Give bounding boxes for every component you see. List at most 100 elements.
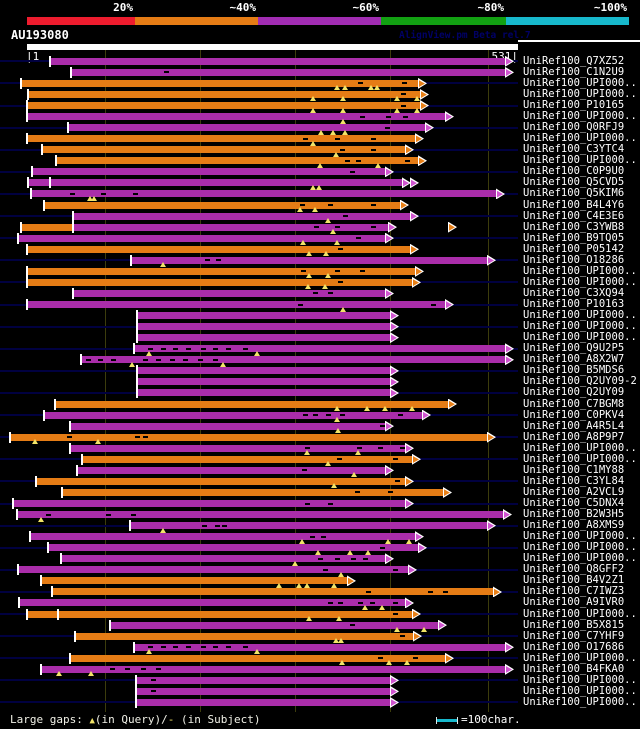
hit-label[interactable]: UniRef100_C7IWZ3 bbox=[523, 585, 625, 598]
hit-label[interactable]: UniRef100_B4V2Z1 bbox=[523, 574, 625, 587]
hit-label[interactable]: UniRef100_A4R5L4 bbox=[523, 419, 625, 432]
hit-label[interactable]: UniRef100_UPI000.. bbox=[523, 541, 637, 554]
hit-label[interactable]: UniRef100_A8XMS9 bbox=[523, 519, 625, 532]
mismatch-dash bbox=[338, 601, 343, 604]
hit-bar bbox=[42, 146, 405, 154]
hit-label[interactable]: UniRef100_C3XQ94 bbox=[523, 286, 625, 299]
hit-bar bbox=[41, 577, 347, 585]
hit-label[interactable]: UniRef100_C1N2U9 bbox=[523, 65, 625, 78]
hit-label[interactable]: UniRef100_C1MY88 bbox=[523, 463, 625, 476]
hit-label[interactable]: UniRef100_UPI000.. bbox=[523, 132, 637, 145]
scale-percent-label: ~100% bbox=[593, 1, 627, 14]
hit-label[interactable]: UniRef100_C3YWB8 bbox=[523, 220, 625, 233]
hit-label[interactable]: UniRef100_P05142 bbox=[523, 242, 625, 255]
mismatch-dash bbox=[156, 358, 161, 361]
hit-start-tick bbox=[60, 553, 62, 565]
hit-label[interactable]: UniRef100_UPI000.. bbox=[523, 695, 637, 708]
hit-start-tick bbox=[27, 88, 29, 100]
hit-label[interactable]: UniRef100_Q5KIM6 bbox=[523, 187, 625, 200]
mismatch-dash bbox=[318, 557, 323, 560]
hit-label[interactable]: UniRef100_UPI000.. bbox=[523, 552, 637, 565]
mismatch-dash bbox=[321, 535, 326, 538]
hit-arrowhead-fill bbox=[449, 400, 455, 408]
gap-triangle-icon bbox=[318, 129, 324, 135]
hit-label[interactable]: UniRef100_A2VCL9 bbox=[523, 485, 625, 498]
hit-label[interactable]: UniRef100_Q0RFJ9 bbox=[523, 121, 625, 134]
gap-triangle-icon bbox=[305, 284, 311, 290]
hit-label[interactable]: UniRef100_C5DNX4 bbox=[523, 497, 625, 509]
hit-label[interactable]: UniRef100_UPI000.. bbox=[523, 87, 637, 100]
hit-label[interactable]: UniRef100_A8X2W7 bbox=[523, 353, 625, 366]
hit-label[interactable]: UniRef100_UPI000.. bbox=[523, 441, 637, 454]
hit-label[interactable]: UniRef100_B4L4Y6 bbox=[523, 198, 625, 211]
hit-label[interactable]: UniRef100_Q8GFF2 bbox=[523, 563, 625, 576]
hit-label[interactable]: UniRef100_P10165 bbox=[523, 99, 625, 112]
hit-label[interactable]: UniRef100_Q7XZ52 bbox=[523, 54, 625, 67]
hit-arrowhead-fill bbox=[421, 91, 427, 99]
hit-label[interactable]: UniRef100_C3YTC4 bbox=[523, 143, 625, 156]
hit-label[interactable]: UniRef100_O18286 bbox=[523, 253, 625, 266]
mismatch-dash bbox=[370, 601, 375, 604]
hit-label[interactable]: UniRef100_B9TQ05 bbox=[523, 231, 625, 244]
hit-label[interactable]: UniRef100_Q2UY09 bbox=[523, 386, 625, 399]
scale-percent-label: ~40% bbox=[229, 1, 257, 14]
hit-label[interactable]: UniRef100_UPI000.. bbox=[523, 275, 637, 288]
hit-label[interactable]: UniRef100_UPI000.. bbox=[523, 452, 637, 465]
hit-label[interactable]: UniRef100_UPI000.. bbox=[523, 154, 637, 167]
hit-label[interactable]: UniRef100_UPI000.. bbox=[523, 264, 637, 277]
hit-label[interactable]: UniRef100_B2W3H5 bbox=[523, 508, 625, 521]
hit-label[interactable]: UniRef100_UPI000.. bbox=[523, 320, 637, 333]
hit-label[interactable]: UniRef100_Q2UY09-2 bbox=[523, 375, 637, 388]
hit-label[interactable]: UniRef100_O17686 bbox=[523, 640, 625, 653]
hit-label[interactable]: UniRef100_Q5CVD5 bbox=[523, 176, 625, 189]
mismatch-dash bbox=[213, 358, 218, 361]
hit-label[interactable]: UniRef100_A9IVR0 bbox=[523, 596, 625, 609]
hit-bar bbox=[36, 477, 405, 485]
mismatch-dash bbox=[213, 347, 218, 350]
gap-triangle-icon bbox=[304, 450, 310, 456]
mismatch-dash bbox=[400, 635, 405, 638]
hit-start-tick bbox=[49, 177, 51, 189]
gap-triangle-icon bbox=[394, 96, 400, 102]
hit-label[interactable]: UniRef100_B5MDS6 bbox=[523, 364, 625, 377]
hit-label[interactable]: UniRef100_C7BGM8 bbox=[523, 397, 625, 410]
hit-label[interactable]: UniRef100_UPI000.. bbox=[523, 309, 637, 322]
hit-label[interactable]: UniRef100_C0PKV4 bbox=[523, 408, 625, 421]
hit-label[interactable]: UniRef100_B5X815 bbox=[523, 618, 625, 631]
hit-label[interactable]: UniRef100_UPI000.. bbox=[523, 110, 637, 123]
mismatch-dash bbox=[428, 590, 433, 593]
gap-triangle-icon bbox=[297, 207, 303, 212]
hit-label[interactable]: UniRef100_UPI000.. bbox=[523, 673, 637, 686]
hit-label[interactable]: UniRef100_C7YHF9 bbox=[523, 629, 625, 642]
hit-label[interactable]: UniRef100_UPI000.. bbox=[523, 76, 637, 89]
hit-bar bbox=[10, 433, 487, 441]
hit-label[interactable]: UniRef100_UPI000.. bbox=[523, 607, 637, 620]
mismatch-dash bbox=[340, 414, 345, 417]
hit-label[interactable]: UniRef100_P10163 bbox=[523, 298, 625, 310]
mismatch-dash bbox=[141, 668, 146, 671]
hit-start-tick bbox=[136, 376, 138, 388]
hit-label[interactable]: UniRef100_B4FKA0 bbox=[523, 662, 625, 675]
hit-label[interactable]: UniRef100_C4E3E6 bbox=[523, 209, 625, 222]
hit-label[interactable]: UniRef100_Q9U2P5 bbox=[523, 342, 625, 355]
hit-label[interactable]: UniRef100_C0P9U0 bbox=[523, 165, 625, 178]
mismatch-dash bbox=[300, 204, 305, 206]
hit-start-tick bbox=[35, 475, 37, 487]
hit-label[interactable]: UniRef100_A8P9P7 bbox=[523, 430, 625, 443]
hit-label[interactable]: UniRef100_UPI000.. bbox=[523, 530, 637, 543]
gap-triangle-icon bbox=[334, 406, 340, 411]
mismatch-dash bbox=[143, 358, 148, 361]
gap-triangle-icon bbox=[317, 162, 323, 168]
hit-label[interactable]: UniRef100_UPI000.. bbox=[523, 331, 637, 344]
hit-label[interactable]: UniRef100_UPI000.. bbox=[523, 651, 637, 664]
hit-arrowhead-fill bbox=[406, 445, 412, 452]
hit-label[interactable]: UniRef100_C3YL84 bbox=[523, 474, 625, 487]
mismatch-dash bbox=[198, 358, 203, 361]
hit-arrowhead-fill bbox=[403, 179, 409, 187]
hit-label[interactable]: UniRef100_UPI000.. bbox=[523, 684, 637, 697]
hit-bar bbox=[70, 654, 445, 662]
mismatch-dash bbox=[215, 524, 220, 527]
hit-start-tick bbox=[29, 531, 31, 543]
mismatch-dash bbox=[385, 126, 390, 129]
